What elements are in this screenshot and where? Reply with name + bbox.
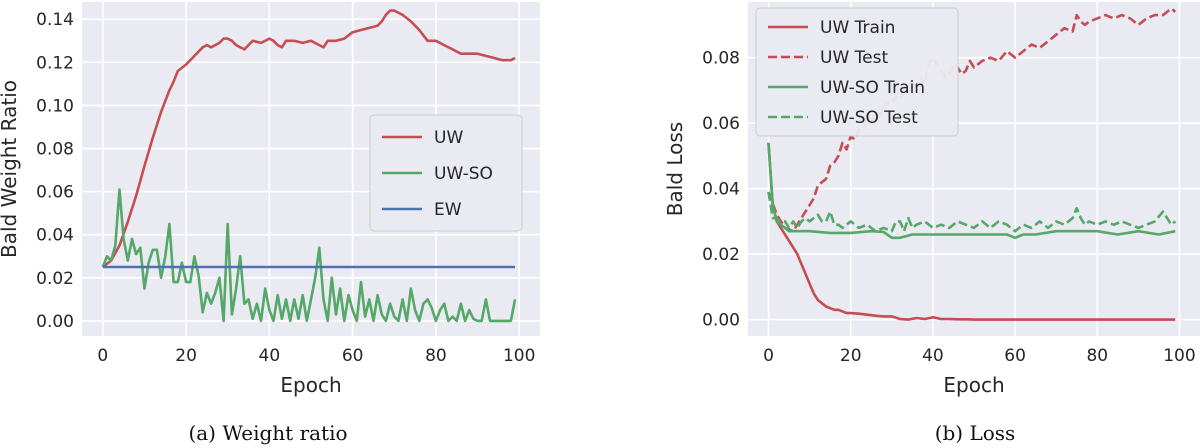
y-tick-label: 0.06: [36, 183, 74, 203]
legend-label: EW: [434, 200, 462, 220]
y-tick-label: 0.04: [36, 226, 74, 246]
y-tick-label: 0.00: [702, 311, 740, 331]
legend-box: [755, 7, 959, 137]
weight-ratio-panel: 0 20 40 60 80 100 0.00 0.02 0.04 0.06 0.08 0.10 0.1…: [0, 2, 540, 445]
y-tick-label: 0.02: [702, 245, 740, 265]
x-tick-label: 80: [1086, 346, 1108, 366]
series-line-uw-train: [767, 142, 1176, 321]
series-line-uw: [102, 9, 516, 269]
y-axis-label: Bald Loss: [663, 122, 687, 216]
x-tick-label: 40: [922, 346, 944, 366]
x-tick-label: 100: [1163, 346, 1195, 366]
series-line-uw-so: [101, 188, 517, 323]
legend-label: UW-SO: [434, 164, 493, 184]
y-tick-label: 0.04: [702, 180, 740, 200]
series-lines: [101, 9, 517, 323]
legend-box: [369, 114, 523, 232]
y-tick-label: 0.10: [36, 96, 74, 116]
x-tick-label: 60: [1004, 346, 1026, 366]
legend: UW Train UW Test UW-SO Train UW-SO Test: [755, 7, 959, 137]
x-tick-label: 60: [342, 346, 364, 366]
y-tick-label: 0.08: [36, 140, 74, 160]
x-tick-label: 20: [175, 346, 197, 366]
x-tick-label: 40: [259, 346, 281, 366]
y-tick-labels: 0.00 0.02 0.04 0.06 0.08 0.10 0.12 0.14: [36, 10, 74, 332]
legend: UW UW-SO EW: [369, 114, 523, 232]
legend-label: UW Train: [820, 18, 895, 38]
series-line-uw-so-test: [767, 191, 1177, 233]
x-tick-label: 80: [425, 346, 447, 366]
y-tick-label: 0.00: [36, 312, 74, 332]
x-axis-label: Epoch: [280, 373, 341, 397]
x-tick-label: 100: [503, 346, 535, 366]
y-tick-labels: 0.00 0.02 0.04 0.06 0.08: [702, 49, 740, 331]
legend-label: UW: [434, 128, 463, 148]
x-tick-label: 0: [97, 346, 108, 366]
y-tick-label: 0.06: [702, 114, 740, 134]
legend-label: UW Test: [820, 48, 888, 68]
caption: (b) Loss: [935, 421, 1016, 445]
y-tick-label: 0.12: [36, 53, 74, 73]
legend-label: UW-SO Test: [820, 108, 918, 128]
x-tick-label: 20: [840, 346, 862, 366]
y-tick-label: 0.02: [36, 269, 74, 289]
series-line-uw-so-train: [767, 142, 1176, 240]
loss-panel: 0 20 40 60 80 100 0.000.020.040.060.08 Epoch …: [663, 2, 1200, 445]
legend-label: UW-SO Train: [820, 78, 925, 98]
y-axis-label: Bald Weight Ratio: [0, 80, 21, 258]
caption: (a) Weight ratio: [188, 421, 347, 445]
x-tick-labels: 0 20 40 60 80 100: [97, 346, 535, 366]
y-tick-label: 0.08: [702, 49, 740, 69]
x-tick-label: 0: [763, 346, 774, 366]
y-tick-label: 0.14: [36, 10, 74, 30]
x-axis-label: Epoch: [943, 373, 1004, 397]
series-lines: [767, 7, 1177, 321]
x-tick-labels: 0 20 40 60 80 100: [763, 346, 1196, 366]
